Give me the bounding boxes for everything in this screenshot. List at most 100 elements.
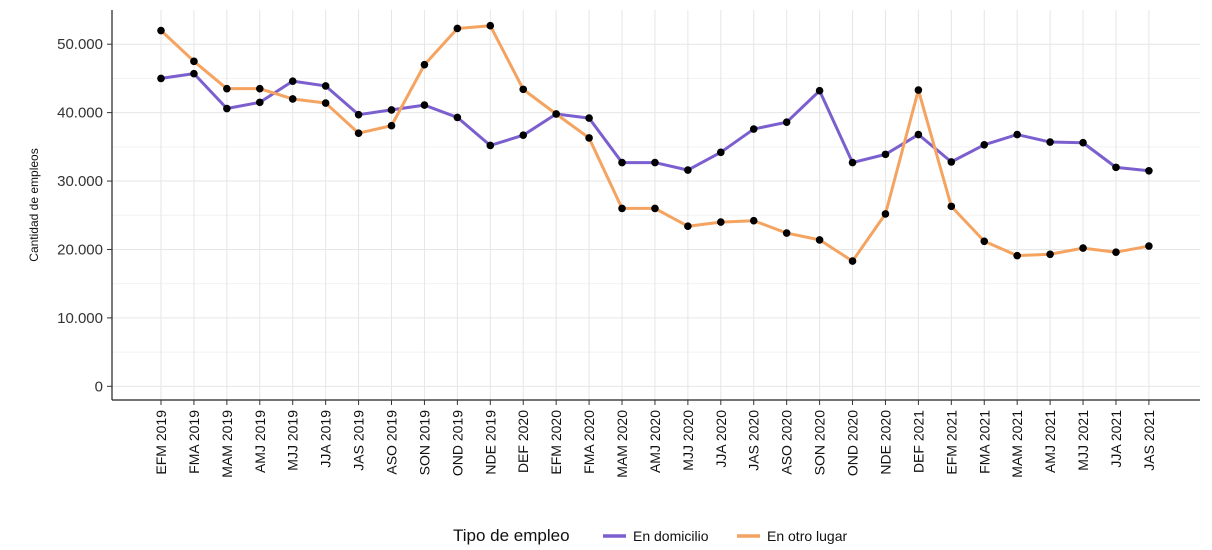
data-point-en-otro-lugar [453, 24, 462, 33]
x-tick-label: OND 2020 [845, 410, 861, 476]
data-point-en-otro-lugar [782, 229, 791, 237]
x-tick-label: JAS 2021 [1141, 410, 1157, 471]
x-tick-label: EFM 2021 [943, 410, 959, 475]
x-tick-label: AMJ 2020 [647, 410, 663, 473]
x-tick-label: JAS 2019 [351, 410, 367, 471]
data-point-en-otro-lugar [387, 121, 396, 130]
y-tick-label: 30.000 [57, 173, 103, 190]
y-tick-label: 40.000 [57, 105, 103, 122]
data-point-en-otro-lugar [288, 95, 297, 103]
data-point-en-otro-lugar [651, 204, 659, 213]
data-point-en-otro-lugar [486, 21, 495, 30]
data-point-en-otro-lugar [552, 110, 560, 118]
data-point-en-otro-lugar [947, 202, 956, 211]
data-point-en-domicilio [190, 69, 198, 78]
data-point-en-otro-lugar [585, 134, 593, 142]
x-tick-label: AMJ 2019 [252, 410, 268, 473]
x-tick-label: SON 2019 [416, 410, 432, 476]
data-point-en-domicilio [453, 113, 462, 122]
data-point-en-domicilio [914, 130, 923, 139]
y-tick-label: 20.000 [57, 241, 103, 258]
data-point-en-domicilio [585, 114, 593, 122]
x-tick-label: DEF 2021 [910, 410, 926, 473]
x-tick-label: ASO 2019 [384, 410, 400, 475]
x-tick-label: OND 2019 [449, 410, 465, 476]
data-point-en-domicilio [321, 82, 330, 90]
x-tick-label: EFM 2020 [548, 410, 564, 475]
x-tick-label: JJA 2019 [318, 410, 334, 468]
data-point-en-otro-lugar [618, 204, 626, 213]
data-point-en-otro-lugar [519, 85, 528, 94]
data-point-en-domicilio [782, 118, 791, 127]
data-point-en-domicilio [684, 166, 692, 174]
data-point-en-domicilio [387, 106, 396, 114]
data-point-en-otro-lugar [420, 60, 429, 69]
x-tick-label: MJJ 2021 [1075, 410, 1091, 471]
data-point-en-domicilio [223, 104, 231, 113]
data-point-en-domicilio [288, 77, 297, 85]
data-point-en-otro-lugar [1145, 242, 1153, 250]
y-axis-label: Cantidad de empleos [27, 148, 41, 261]
data-point-en-domicilio [980, 140, 989, 149]
data-point-en-domicilio [157, 74, 165, 83]
data-point-en-domicilio [848, 158, 857, 167]
legend-title: Tipo de empleo [453, 526, 570, 545]
legend-items: En domicilio En otro lugar [603, 528, 847, 544]
x-tick-label: DEF 2020 [515, 410, 531, 473]
x-tick-label: JJA 2020 [713, 410, 729, 468]
series-points [157, 21, 1153, 265]
x-tick-label: NDE 2019 [482, 410, 498, 475]
data-point-en-otro-lugar [749, 216, 758, 225]
data-point-en-otro-lugar [980, 237, 989, 246]
x-tick-label: EFM 2019 [153, 410, 169, 475]
data-point-en-otro-lugar [815, 236, 824, 244]
data-point-en-otro-lugar [1112, 248, 1120, 257]
x-tick-label: MJJ 2019 [285, 410, 301, 471]
data-point-en-otro-lugar [321, 99, 330, 107]
data-point-en-domicilio [1046, 138, 1054, 146]
data-point-en-otro-lugar [157, 26, 165, 35]
legend-label: En otro lugar [767, 528, 847, 544]
x-ticks: EFM 2019 FMA 2019 MAM 2019 AMJ 2019 MJJ 2019… [153, 400, 1157, 478]
y-tick-label: 50.000 [57, 36, 103, 53]
x-tick-label: FMA 2020 [581, 410, 597, 474]
data-point-en-domicilio [1013, 130, 1021, 139]
grid [112, 10, 1200, 400]
data-point-en-otro-lugar [223, 84, 231, 93]
data-point-en-domicilio [1079, 138, 1087, 147]
data-point-en-otro-lugar [1079, 244, 1087, 252]
legend-label: En domicilio [633, 528, 709, 544]
data-point-en-otro-lugar [354, 129, 363, 137]
x-tick-label: NDE 2020 [877, 410, 893, 475]
x-tick-label: JAS 2020 [746, 410, 762, 471]
x-tick-label: SON 2020 [812, 410, 828, 476]
data-point-en-domicilio [354, 110, 363, 119]
x-tick-label: JJA 2021 [1108, 410, 1124, 468]
data-point-en-otro-lugar [914, 86, 923, 94]
x-tick-label: ASO 2020 [779, 410, 795, 475]
data-point-en-domicilio [420, 101, 429, 109]
data-point-en-domicilio [618, 158, 626, 167]
data-point-en-otro-lugar [717, 218, 725, 226]
x-tick-label: AMJ 2021 [1042, 410, 1058, 473]
x-tick-label: MAM 2021 [1009, 410, 1025, 478]
data-point-en-otro-lugar [190, 57, 198, 66]
x-tick-label: MAM 2019 [219, 410, 235, 478]
y-ticks: 0 10.000 20.000 30.000 40.000 50.000 [57, 36, 112, 395]
data-point-en-domicilio [1145, 166, 1153, 175]
data-point-en-otro-lugar [684, 222, 692, 231]
data-point-en-otro-lugar [848, 257, 857, 265]
x-tick-label: MAM 2020 [614, 410, 630, 478]
data-point-en-otro-lugar [255, 84, 264, 93]
x-tick-label: FMA 2021 [976, 410, 992, 474]
data-point-en-domicilio [486, 141, 495, 150]
x-tick-label: FMA 2019 [186, 410, 202, 474]
data-point-en-domicilio [749, 125, 758, 133]
data-point-en-domicilio [717, 148, 725, 157]
x-tick-label: MJJ 2020 [680, 410, 696, 471]
data-point-en-domicilio [255, 98, 264, 107]
data-point-en-domicilio [947, 158, 956, 166]
data-point-en-domicilio [1112, 163, 1120, 172]
data-point-en-otro-lugar [1013, 251, 1021, 260]
